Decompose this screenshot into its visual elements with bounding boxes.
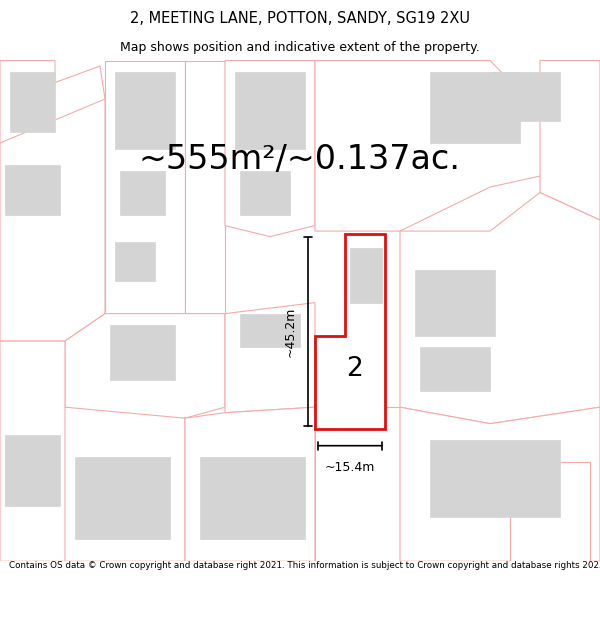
- Polygon shape: [65, 314, 225, 429]
- Polygon shape: [110, 324, 175, 379]
- Polygon shape: [120, 171, 165, 214]
- Polygon shape: [350, 248, 382, 302]
- Polygon shape: [430, 71, 520, 143]
- Polygon shape: [400, 192, 600, 424]
- Polygon shape: [225, 61, 315, 237]
- Polygon shape: [420, 347, 490, 391]
- Polygon shape: [240, 171, 290, 214]
- Polygon shape: [400, 407, 600, 561]
- Text: ~45.2m: ~45.2m: [284, 307, 296, 357]
- Polygon shape: [225, 302, 315, 412]
- Polygon shape: [105, 61, 185, 314]
- Text: 2, MEETING LANE, POTTON, SANDY, SG19 2XU: 2, MEETING LANE, POTTON, SANDY, SG19 2XU: [130, 11, 470, 26]
- Text: Map shows position and indicative extent of the property.: Map shows position and indicative extent…: [120, 41, 480, 54]
- Polygon shape: [115, 71, 175, 149]
- Text: 2: 2: [347, 356, 364, 382]
- Text: ~555m²/~0.137ac.: ~555m²/~0.137ac.: [139, 143, 461, 176]
- Polygon shape: [75, 457, 170, 539]
- Polygon shape: [510, 462, 590, 561]
- Polygon shape: [315, 234, 385, 429]
- Polygon shape: [415, 269, 495, 336]
- Polygon shape: [5, 435, 60, 506]
- Polygon shape: [185, 61, 225, 314]
- Polygon shape: [540, 61, 600, 220]
- Polygon shape: [0, 341, 105, 561]
- Text: Contains OS data © Crown copyright and database right 2021. This information is : Contains OS data © Crown copyright and d…: [9, 561, 600, 570]
- Polygon shape: [315, 61, 560, 231]
- Polygon shape: [235, 71, 305, 149]
- Text: ~15.4m: ~15.4m: [325, 461, 375, 474]
- Polygon shape: [115, 242, 155, 281]
- Polygon shape: [200, 457, 305, 539]
- Polygon shape: [65, 407, 185, 561]
- Polygon shape: [5, 165, 60, 214]
- Polygon shape: [0, 61, 105, 143]
- Polygon shape: [10, 71, 55, 132]
- Polygon shape: [490, 71, 560, 121]
- Polygon shape: [185, 407, 315, 561]
- Polygon shape: [315, 407, 400, 561]
- Polygon shape: [430, 440, 560, 518]
- Polygon shape: [240, 314, 300, 347]
- Polygon shape: [0, 99, 105, 341]
